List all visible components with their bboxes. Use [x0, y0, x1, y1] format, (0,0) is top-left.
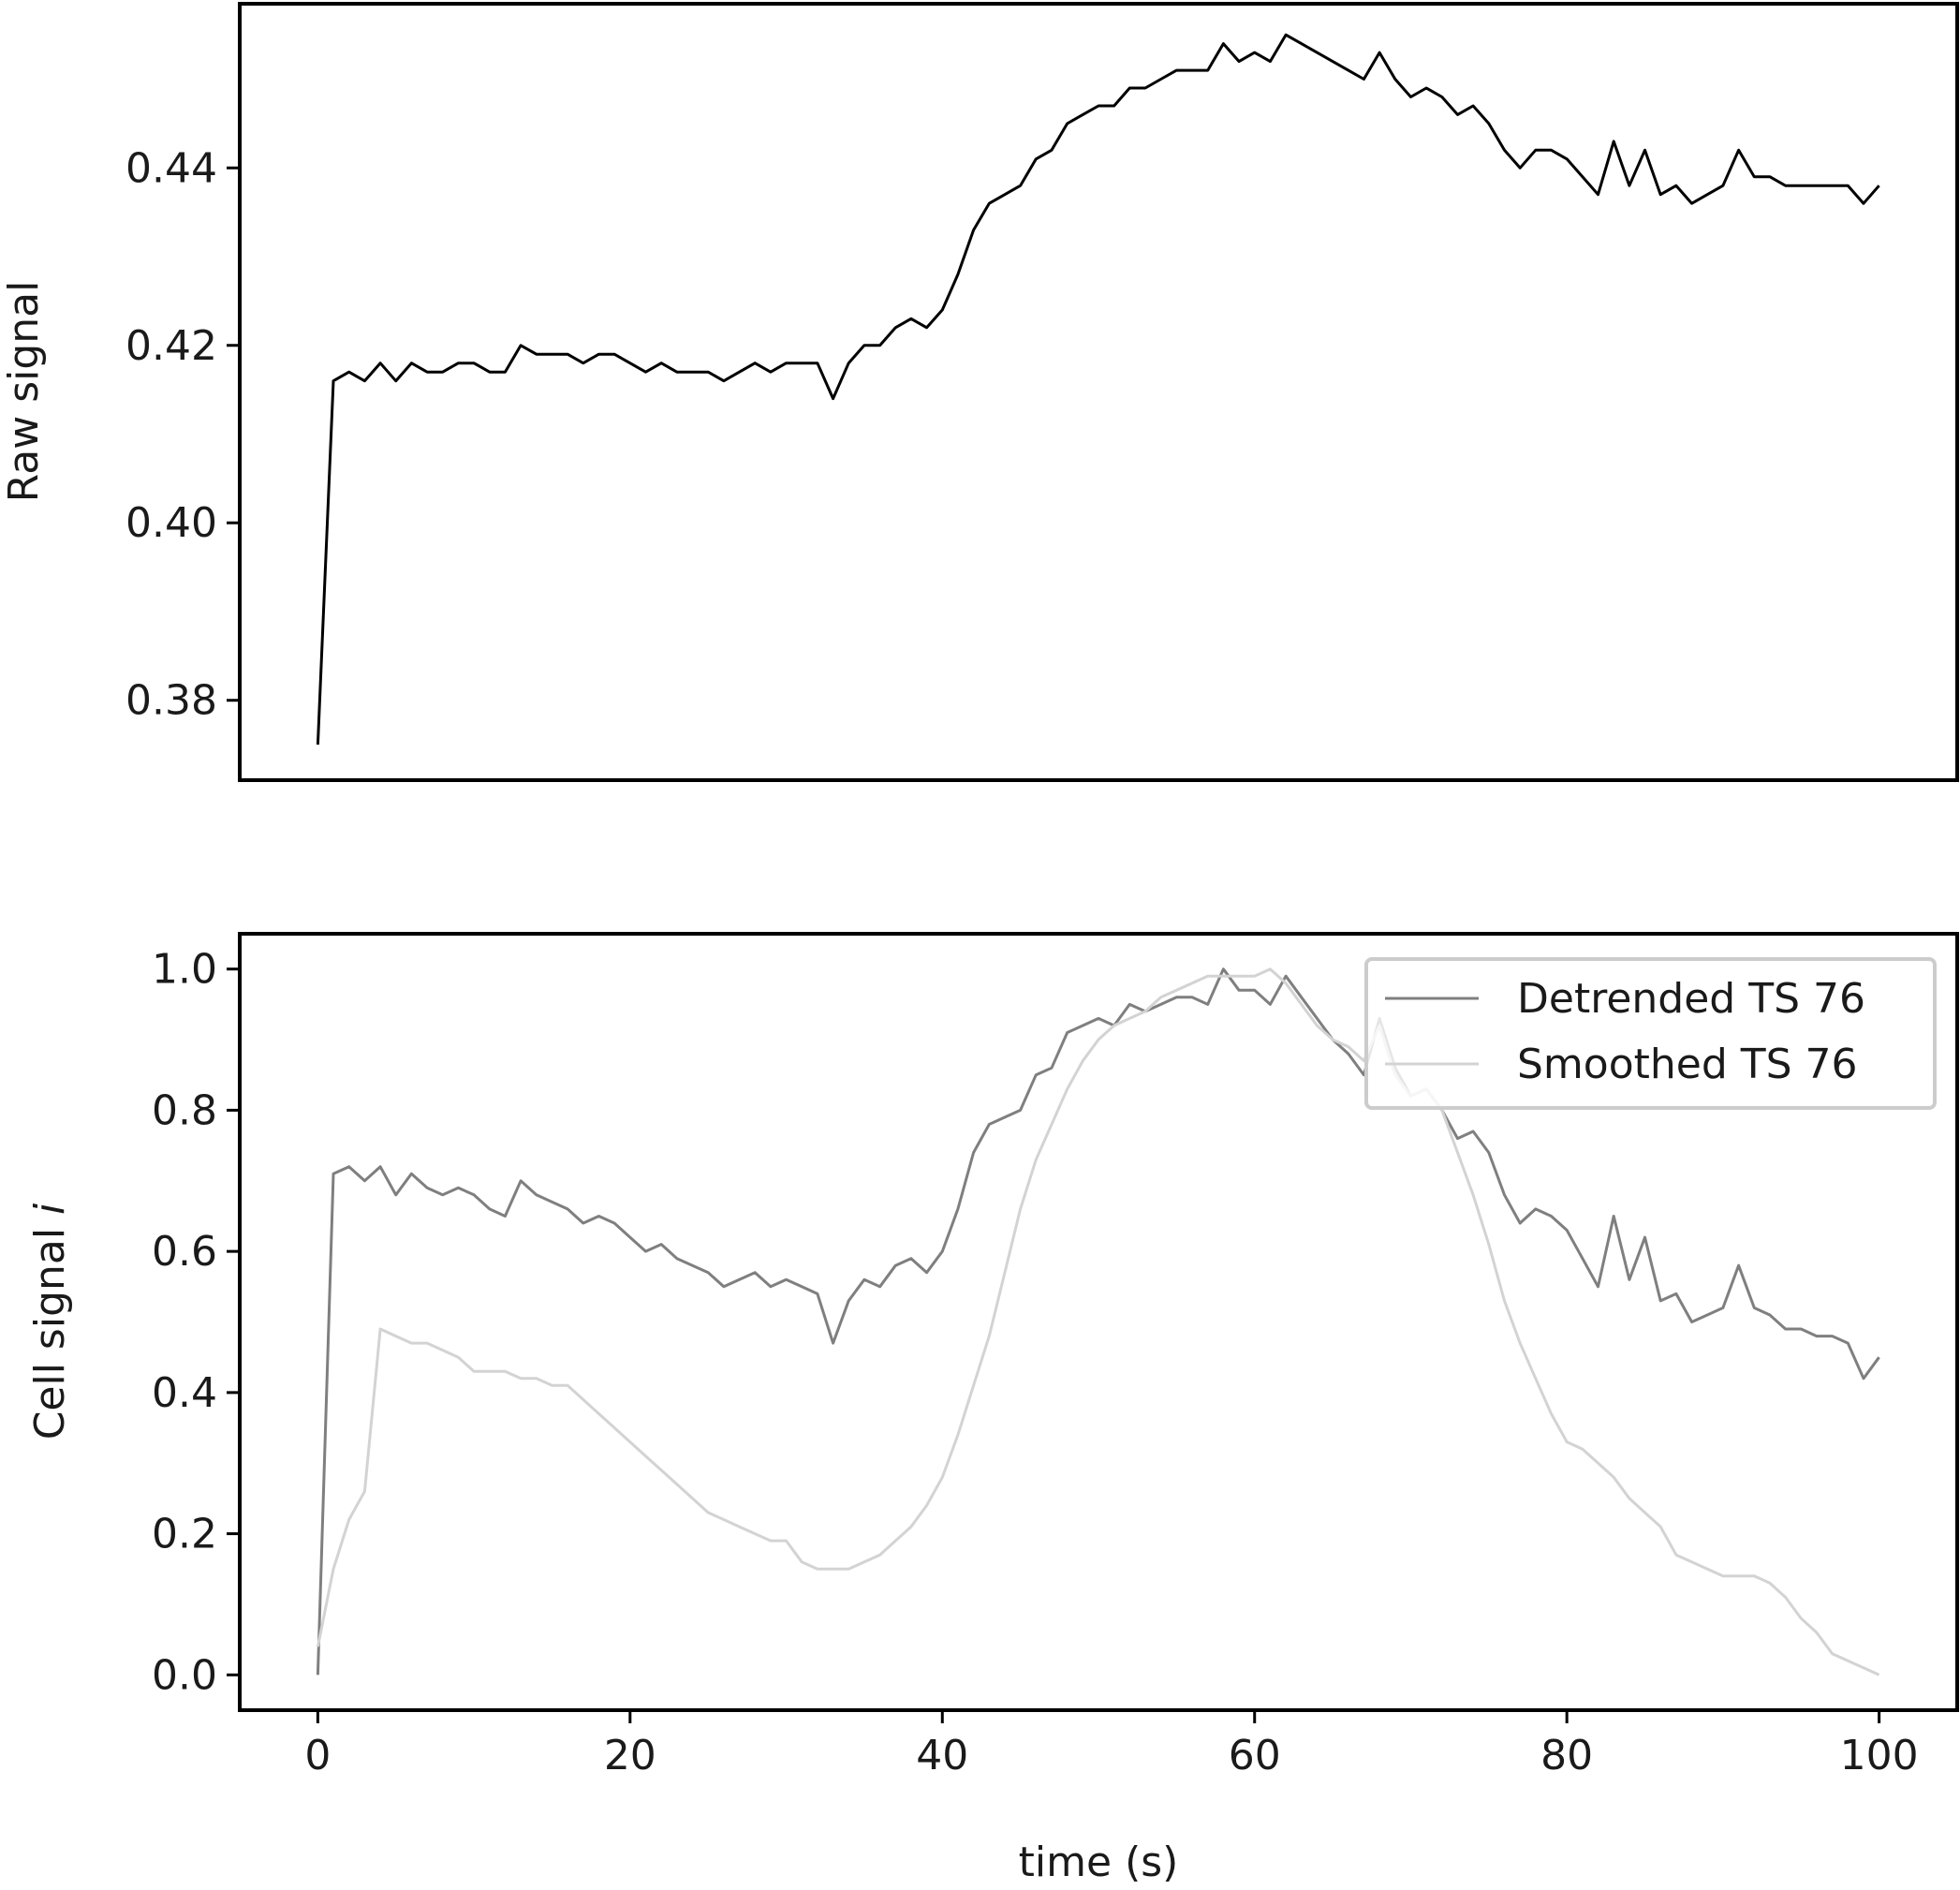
bottom-y-tick-label: 0.0 — [152, 1651, 217, 1699]
bottom-panel: 0.0 0.2 0.4 0.6 0.8 1.0 0 20 40 60 80 100 time (s)… — [26, 932, 1959, 1886]
top-y-ticks: 0.38 0.40 0.42 0.44 — [125, 144, 240, 725]
top-y-tick-label: 0.40 — [125, 499, 217, 547]
bottom-panel-frame — [238, 932, 1959, 1712]
legend-label-detrended: Detrended TS 76 — [1517, 975, 1865, 1023]
top-plot-lines — [316, 33, 1880, 746]
legend-label-smoothed: Smoothed TS 76 — [1517, 1041, 1858, 1088]
bottom-x-tick-label: 60 — [1229, 1732, 1281, 1779]
bottom-y-tick-label: 1.0 — [152, 946, 217, 994]
legend: Detrended TS 76 Smoothed TS 76 — [1364, 957, 1937, 1110]
bottom-x-ticks: 0 20 40 60 80 100 — [304, 1710, 1919, 1779]
bottom-x-tick-label: 0 — [304, 1732, 331, 1779]
top-panel: 0.38 0.40 0.42 0.44 Raw signal — [0, 2, 1959, 782]
bottom-x-tick-label: 80 — [1540, 1732, 1593, 1779]
bottom-y-tick-label: 0.4 — [152, 1369, 217, 1417]
bottom-x-tick-label: 20 — [604, 1732, 656, 1779]
bottom-x-tick-label: 40 — [916, 1732, 968, 1779]
bottom-series-line-0 — [316, 967, 1880, 1676]
bottom-x-tick-label: 100 — [1840, 1732, 1919, 1779]
bottom-x-axis-label: time (s) — [1019, 1838, 1179, 1886]
top-series-line-0 — [316, 33, 1880, 746]
top-y-tick-label: 0.38 — [125, 677, 217, 725]
bottom-y-tick-label: 0.8 — [152, 1086, 217, 1134]
bottom-y-tick-label: 0.6 — [152, 1228, 217, 1276]
bottom-y-ticks: 0.0 0.2 0.4 0.6 0.8 1.0 — [152, 946, 240, 1699]
bottom-y-axis-label-text: Cell signal — [26, 1215, 74, 1440]
bottom-y-axis-label-italic: i — [26, 1203, 74, 1215]
legend-box — [1364, 957, 1937, 1110]
bottom-y-axis-label: Cell signal i — [26, 1203, 74, 1440]
top-y-axis-label: Raw signal — [0, 281, 48, 503]
top-y-tick-label: 0.42 — [125, 322, 217, 370]
bottom-plot-lines — [316, 967, 1880, 1676]
top-y-tick-label: 0.44 — [125, 144, 217, 192]
bottom-series-line-1 — [316, 967, 1880, 1676]
top-panel-frame — [238, 2, 1959, 782]
bottom-y-tick-label: 0.2 — [152, 1511, 217, 1558]
